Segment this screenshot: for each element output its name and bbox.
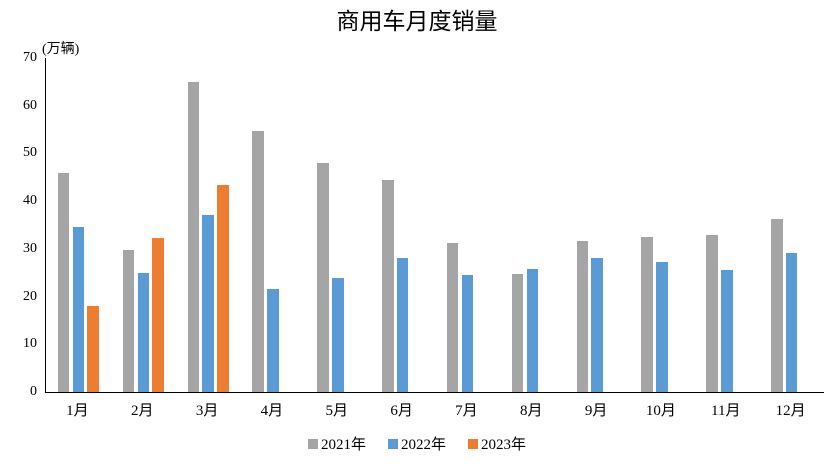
y-tick-label-0: 0 [30,384,37,399]
chart-title: 商用车月度销量 [336,9,498,34]
x-tick-label-5月: 5月 [325,403,348,419]
legend-label: 2021年 [320,437,366,453]
legend-swatch-icon [387,438,398,449]
bar-2021年-6月 [382,179,394,392]
bar-2022年-10月 [656,262,668,392]
x-tick-label-8月: 8月 [519,403,543,419]
bar-2022年-6月 [396,257,409,392]
bar-2022年-9月 [591,258,603,392]
bar-2023年-3月 [217,184,229,392]
x-tick-label-11月: 11月 [711,403,741,419]
x-tick-label-9月: 9月 [584,403,608,419]
x-tick-label-10月: 10月 [645,403,676,419]
bar-2021年-3月 [187,81,200,392]
x-tick-label-4月: 4月 [260,403,284,419]
plot-area [45,58,824,393]
bar-2021年-11月 [706,235,718,392]
x-tick-label-12月: 12月 [775,403,806,419]
bar-2022年-4月 [267,288,279,392]
bar-2022年-7月 [461,275,474,392]
y-tick-label-10: 10 [23,336,37,352]
bar-2021年-2月 [122,249,135,392]
y-tick-label-70: 70 [23,50,37,65]
bar-2023年-1月 [87,305,99,392]
x-tick-label-1月: 1月 [66,403,89,419]
x-tick-label-3月: 3月 [195,403,219,419]
y-tick-label-60: 60 [23,97,37,113]
bar-2022年-2月 [137,272,149,392]
bar-2022年-1月 [72,227,85,392]
legend-label: 2023年 [481,437,527,453]
legend-item-2021年: 2021年 [307,433,366,454]
y-axis-tick-labels: 0 10 20 30 40 50 60 70 [0,0,37,464]
legend-item-2022年: 2022年 [387,433,446,454]
legend-swatch-icon [307,438,318,449]
bar-2021年-9月 [576,240,589,392]
bar-2022年-3月 [202,215,214,392]
y-axis-unit-label: (万辆) [42,42,80,57]
x-axis-tick-labels: 1月 2月 3月 4月 5月 6月 7月 8月 9月 10月 11月 12月 [45,0,823,464]
legend-swatch-icon [468,438,478,449]
bar-2021年-12月 [771,219,783,392]
bar-2021年-4月 [252,130,264,392]
bar-2021年-8月 [511,273,524,392]
y-tick-label-30: 30 [23,240,37,256]
legend: 2021年 2022年 2023年 [0,433,834,454]
bar-2022年-5月 [332,277,344,392]
legend-item-2023年: 2023年 [468,433,526,454]
bar-2022年-11月 [721,270,733,392]
bar-2021年-1月 [57,173,70,392]
bar-2021年-5月 [317,162,329,392]
legend-label: 2022年 [400,437,446,453]
x-tick-label-2月: 2月 [130,403,154,419]
bar-2023年-2月 [152,237,164,392]
x-tick-label-7月: 7月 [455,403,478,419]
bar-2022年-8月 [526,268,538,392]
bar-2021年-7月 [446,243,459,392]
y-tick-label-20: 20 [23,288,37,304]
y-tick-label-40: 40 [23,193,37,209]
x-tick-label-6月: 6月 [390,403,413,419]
bar-2022年-12月 [785,252,798,392]
bar-2021年-10月 [641,237,653,392]
y-tick-label-50: 50 [23,145,37,161]
